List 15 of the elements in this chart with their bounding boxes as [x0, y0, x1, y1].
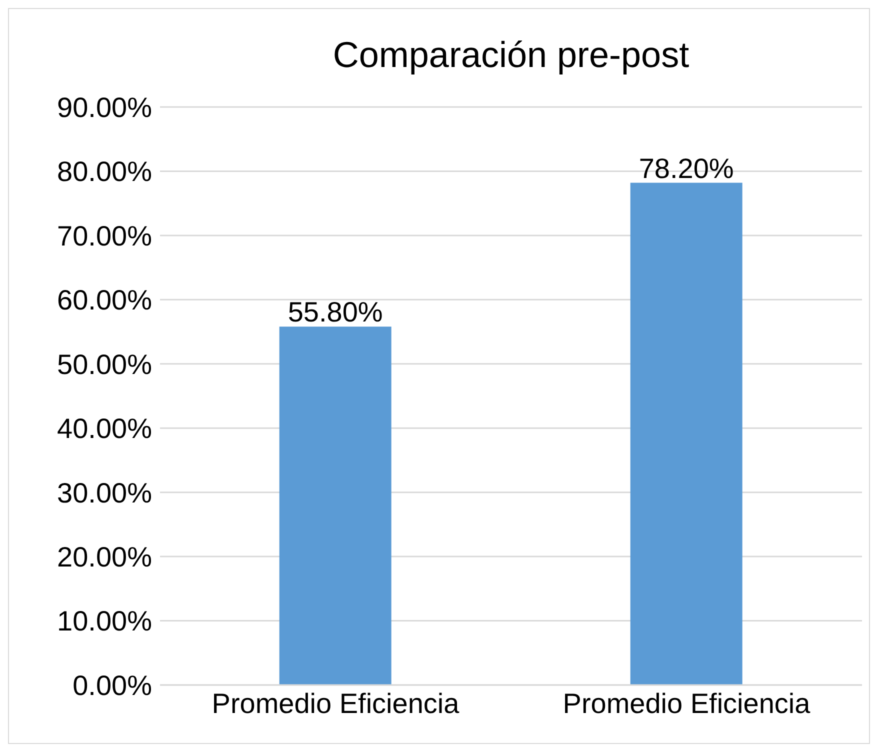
x-tick-label: Promedio Eficiencia	[212, 688, 460, 719]
data-label: 55.80%	[288, 296, 383, 328]
y-tick-label: 0.00%	[72, 670, 152, 701]
y-tick-label: 60.00%	[57, 284, 152, 316]
y-tick-label: 40.00%	[57, 413, 152, 444]
y-tick-label: 70.00%	[57, 220, 152, 252]
y-tick-label: 10.00%	[57, 606, 152, 637]
y-tick-label: 90.00%	[57, 92, 152, 123]
y-tick-label: 80.00%	[57, 156, 152, 188]
x-tick-label: Promedio Eficiencia	[562, 688, 811, 719]
y-tick-label: 20.00%	[57, 541, 152, 572]
y-tick-label: 50.00%	[57, 348, 152, 380]
chart-title: Comparación pre-post	[332, 34, 690, 76]
data-label: 78.20%	[638, 152, 734, 184]
y-tick-label: 30.00%	[57, 477, 152, 508]
